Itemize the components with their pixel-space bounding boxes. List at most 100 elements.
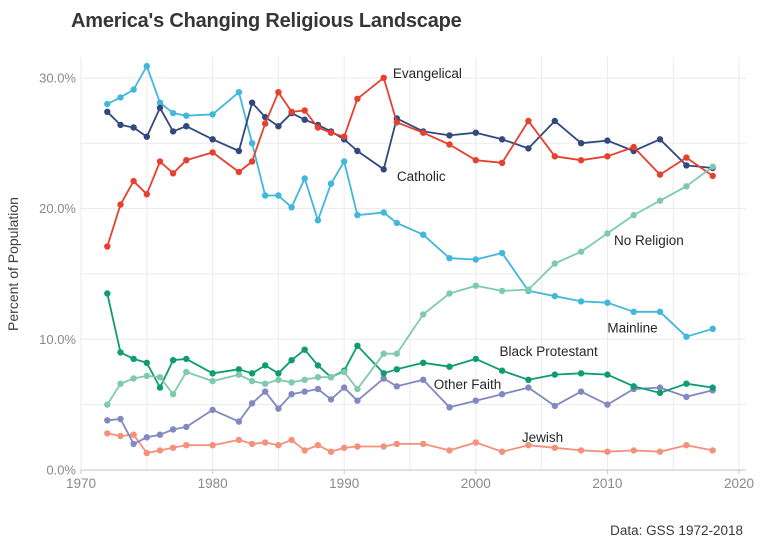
data-point-mainline [262,192,269,199]
data-point-no-religion [209,377,216,385]
data-point-evangelical [183,157,190,164]
data-point-black-protestant [183,355,190,363]
data-point-no-religion [604,230,611,237]
data-point-mainline [551,292,558,300]
x-tick-label: 1990 [329,476,359,491]
data-point-jewish [301,447,308,454]
data-point-black-protestant [577,370,585,377]
series-label-annotation: No Religion [614,233,684,248]
x-tick-label: 1970 [66,476,96,491]
data-point-mainline [709,325,716,332]
data-point-jewish [235,436,243,444]
data-point-no-religion [117,380,124,387]
y-tick-label: 20.0% [39,201,76,216]
data-point-mainline [498,249,506,257]
data-point-mainline [235,89,243,96]
data-point-black-protestant [709,384,716,391]
data-point-other-faith [393,383,400,390]
data-point-evangelical [709,172,716,180]
data-point-catholic [275,123,282,130]
data-point-jewish [446,447,453,454]
data-point-other-faith [314,385,322,393]
data-point-other-faith [472,397,479,404]
data-point-jewish [472,439,479,446]
data-point-evangelical [314,124,322,131]
data-point-jewish [630,447,637,454]
data-point-no-religion [630,211,637,219]
data-point-black-protestant [683,380,690,387]
data-point-black-protestant [301,346,308,353]
data-point-other-faith [143,434,150,441]
data-point-mainline [156,99,164,106]
data-point-catholic [446,132,453,139]
data-point-other-faith [498,391,506,398]
data-point-no-religion [143,372,150,380]
y-tick-label: 30.0% [39,70,76,85]
data-point-evangelical [683,154,690,161]
data-point-no-religion [130,375,137,382]
data-point-black-protestant [354,342,361,349]
data-point-evangelical [604,153,611,160]
data-point-black-protestant [209,370,216,377]
data-point-other-faith [354,397,361,404]
data-point-catholic [604,137,611,144]
data-point-jewish [143,449,150,457]
data-point-other-faith [341,384,348,391]
data-point-other-faith [683,393,690,400]
data-point-other-faith [156,431,164,438]
data-point-catholic [117,121,124,129]
data-point-evangelical [354,95,361,103]
data-point-evangelical [656,171,664,178]
data-point-catholic [209,136,216,143]
data-point-catholic [183,123,190,130]
data-point-black-protestant [117,349,124,356]
data-point-no-religion [314,374,322,381]
data-point-mainline [104,100,111,108]
data-point-evangelical [275,89,282,96]
data-point-evangelical [551,153,558,160]
data-point-other-faith [327,396,335,403]
data-point-other-faith [577,388,585,395]
data-point-no-religion [301,376,308,383]
data-point-mainline [393,219,400,227]
data-point-catholic [130,124,137,131]
data-point-no-religion [656,197,664,204]
series-label-annotation: Jewish [522,430,563,445]
data-point-jewish [288,436,295,444]
series-label-annotation: Mainline [607,321,657,336]
data-point-black-protestant [630,383,637,390]
data-point-evangelical [525,117,532,125]
data-point-other-faith [104,417,111,424]
data-point-black-protestant [604,371,611,378]
y-tick-label: 10.0% [39,332,76,347]
data-point-jewish [248,440,256,448]
data-point-catholic [301,116,308,123]
data-source-note: Data: GSS 1972-2018 [610,523,743,538]
data-point-evangelical [380,74,387,82]
data-point-other-faith [183,423,190,431]
data-point-catholic [551,117,558,125]
data-point-catholic [156,104,164,112]
data-point-evangelical [117,201,124,208]
data-point-no-religion [551,260,558,267]
data-point-catholic [525,145,532,152]
data-point-jewish [262,439,269,446]
data-point-mainline [169,109,177,117]
data-point-evangelical [143,191,150,198]
data-point-black-protestant [169,357,177,364]
data-point-jewish [314,442,322,449]
data-point-mainline [143,62,150,70]
y-tick-label: 0.0% [46,463,76,478]
data-point-no-religion [420,311,427,318]
data-point-catholic [380,166,387,173]
x-tick-label: 2010 [592,476,622,491]
data-point-mainline [275,192,282,199]
series-label-annotation: Other Faith [434,377,502,392]
data-point-other-faith [130,440,137,448]
data-point-mainline [472,256,479,263]
data-point-jewish [420,440,427,448]
data-point-other-faith [235,418,243,425]
x-tick-label: 2020 [724,476,754,491]
data-point-black-protestant [551,371,558,378]
data-point-other-faith [262,388,269,395]
